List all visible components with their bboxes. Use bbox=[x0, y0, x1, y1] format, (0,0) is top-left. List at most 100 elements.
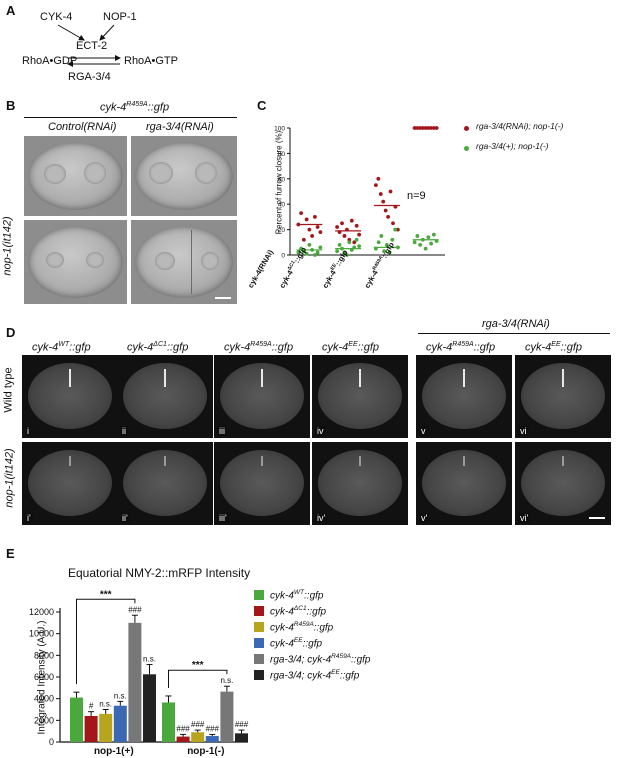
bar-legend-swatch bbox=[254, 606, 264, 616]
bar-ylabel: Integrated Intensity (A.U.) bbox=[36, 620, 48, 735]
cyk4-label: CYK-4 bbox=[40, 11, 73, 23]
scatter-point bbox=[347, 240, 352, 245]
scatter-point bbox=[383, 208, 388, 213]
dic-control-bottom bbox=[24, 220, 127, 304]
scatter-ytick-label: 20 bbox=[278, 227, 286, 234]
scatter-point bbox=[354, 237, 359, 242]
col-rga-label: rga-3/4(RNAi) bbox=[146, 121, 214, 133]
significance-label: *** bbox=[100, 589, 112, 600]
scatter-point bbox=[352, 240, 357, 245]
bar-legend-swatch bbox=[254, 590, 264, 600]
fluor-panel-bottom-4: iv' bbox=[312, 442, 408, 525]
rhoa-gtp-label: RhoA•GTP bbox=[124, 55, 178, 67]
nop1-label: NOP-1 bbox=[103, 11, 137, 23]
panel-c-letter: C bbox=[257, 98, 267, 113]
scatter-point bbox=[335, 225, 340, 229]
column-header-2: cyk-4ΔC1::gfp bbox=[127, 341, 189, 354]
bar-annotation: ### bbox=[191, 720, 205, 729]
scatter-point bbox=[345, 253, 349, 257]
panel-b-header: cyk-4R459A::gfp bbox=[100, 101, 170, 114]
column-header-1: cyk-4WT::gfp bbox=[32, 341, 91, 354]
fluor-panel-top-2: ii bbox=[117, 355, 213, 438]
panel-numeral: iii' bbox=[217, 513, 229, 523]
panel-e-letter: E bbox=[6, 546, 15, 561]
bar bbox=[70, 697, 83, 742]
nop1-arrow bbox=[99, 24, 115, 41]
bar bbox=[99, 713, 113, 742]
dic-rga-bottom bbox=[131, 220, 237, 304]
scatter-point bbox=[301, 237, 306, 242]
panel-d-letter: D bbox=[6, 325, 16, 340]
bar bbox=[205, 736, 219, 742]
bar-title: Equatorial NMY-2::mRFP Intensity bbox=[68, 566, 251, 580]
pathway-arrows bbox=[57, 24, 121, 67]
panel-b-header-rule bbox=[24, 117, 237, 118]
scatter-ytick-label: 60 bbox=[278, 176, 286, 183]
row-wildtype-label: Wild type bbox=[2, 367, 15, 413]
ect2-label: ECT-2 bbox=[76, 40, 108, 52]
scatter-point bbox=[312, 253, 317, 257]
scatter-point bbox=[426, 235, 431, 240]
scatter-point bbox=[391, 221, 395, 226]
bar bbox=[113, 705, 127, 742]
scatter-point bbox=[373, 183, 378, 188]
bar-annotation: n.s. bbox=[220, 676, 233, 685]
col-control-label: Control(RNAi) bbox=[48, 121, 117, 133]
row-nop1-d-label: nop-1(it142) bbox=[3, 448, 16, 508]
bar bbox=[84, 716, 98, 742]
bar-legend-label: cyk-4R459A::gfp bbox=[270, 621, 334, 634]
bar-ytick-label: 10000 bbox=[29, 629, 54, 639]
fluor-panel-top-1: i bbox=[22, 355, 118, 438]
column-header-4: cyk-4EE::gfp bbox=[322, 341, 380, 354]
fluor-panel-bottom-5: v' bbox=[416, 442, 512, 525]
bar-annotation: ### bbox=[206, 724, 220, 733]
scatter-point bbox=[376, 240, 381, 245]
bar bbox=[176, 736, 190, 742]
bar-annotation: ### bbox=[176, 724, 190, 733]
scatter-point bbox=[307, 242, 312, 247]
rga-label: RGA-3/4 bbox=[68, 71, 111, 83]
scatter-n-label: n=9 bbox=[407, 190, 426, 202]
scatter-point bbox=[349, 218, 354, 223]
scatter-point bbox=[388, 189, 393, 194]
panel-numeral: ii' bbox=[120, 513, 130, 523]
scatter-point bbox=[310, 234, 315, 238]
scatter-point bbox=[315, 225, 320, 229]
bar-ytick-label: 8000 bbox=[34, 650, 54, 660]
bar-legend-swatch bbox=[254, 622, 264, 632]
bar bbox=[162, 702, 175, 742]
scatter-ytick-label: 40 bbox=[278, 202, 286, 209]
significance-bracket bbox=[76, 598, 136, 685]
bar-legend-label: rga-3/4; cyk-4R459A::gfp bbox=[270, 653, 371, 666]
scatter-point bbox=[342, 234, 347, 238]
bar-legend-label: cyk-4WT::gfp bbox=[270, 589, 324, 602]
scatter-point bbox=[312, 215, 317, 219]
bar-legend-label: cyk-4ΔC1::gfp bbox=[270, 605, 327, 618]
fluor-panel-bottom-3: iii' bbox=[214, 442, 310, 525]
bar bbox=[143, 674, 156, 742]
panel-numeral: v' bbox=[419, 513, 430, 523]
scatter-legend-dot-green bbox=[464, 146, 469, 151]
column-header-5: cyk-4R459A::gfp bbox=[426, 341, 496, 354]
bar-ytick-label: 0 bbox=[49, 737, 54, 747]
bar-ytick-label: 4000 bbox=[34, 694, 54, 704]
scatter-point bbox=[415, 234, 420, 238]
fluor-panel-top-3: iii bbox=[214, 355, 310, 438]
scatter-point bbox=[386, 215, 390, 219]
bar-legend-swatch bbox=[254, 638, 264, 648]
scatter-legend-dot-red bbox=[464, 126, 469, 131]
scatter-point bbox=[299, 211, 304, 215]
bar-legend-label: rga-3/4; cyk-4EE::gfp bbox=[270, 669, 360, 682]
panel-numeral: i bbox=[25, 426, 31, 436]
scatter-point bbox=[342, 250, 347, 255]
panel-numeral: iv' bbox=[315, 513, 328, 523]
scatter-point bbox=[387, 250, 392, 255]
bar bbox=[128, 622, 142, 742]
cyk4-arrow bbox=[57, 24, 85, 41]
panel-numeral: vi' bbox=[518, 513, 531, 523]
bar-legend-swatch bbox=[254, 670, 264, 680]
scatter-point bbox=[384, 242, 389, 247]
rga-header: rga-3/4(RNAi) bbox=[482, 318, 550, 330]
scatter-point bbox=[315, 250, 320, 255]
